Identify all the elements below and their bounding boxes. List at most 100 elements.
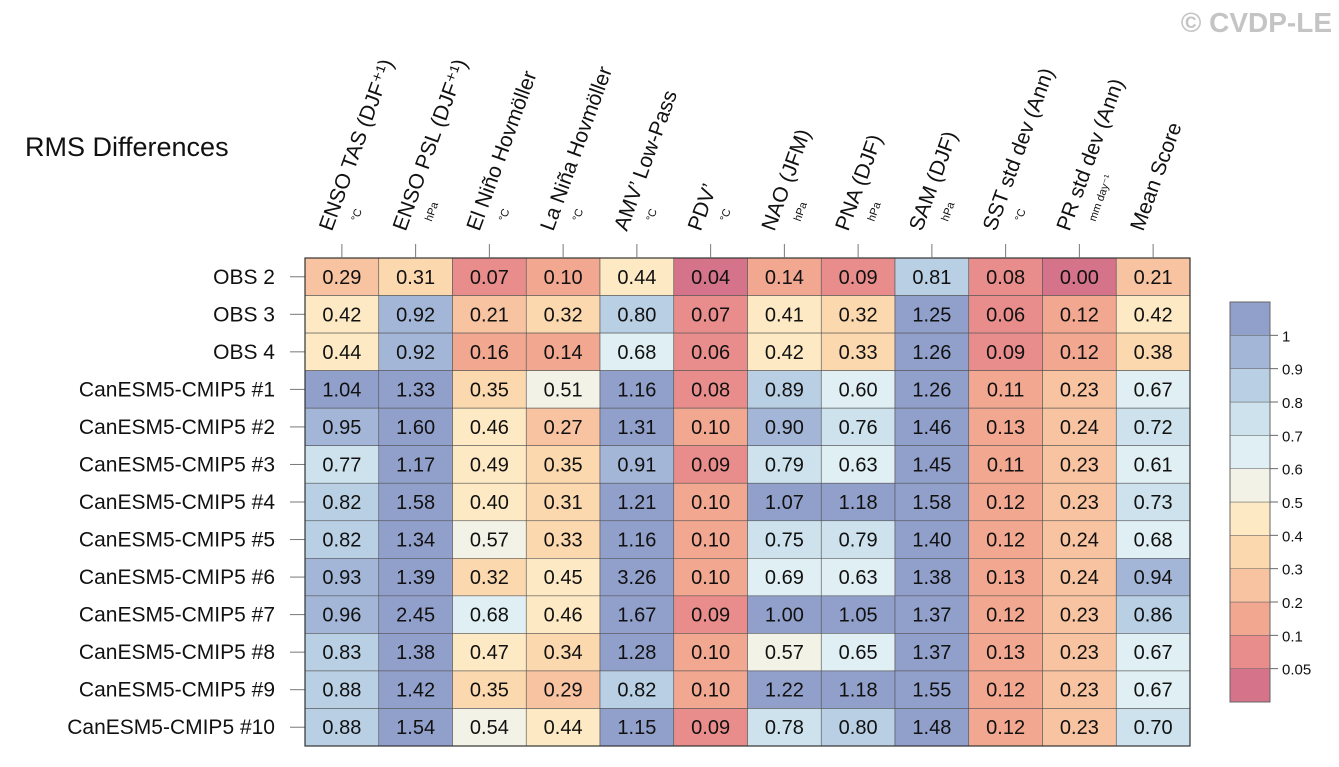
- column-unit: °C: [571, 207, 587, 223]
- cell-label: 0.09: [691, 717, 730, 739]
- cell-label: 0.32: [544, 304, 583, 326]
- heatmap-cell: [525, 370, 601, 409]
- heatmap-cell: [968, 520, 1043, 559]
- heatmap-cell: [1115, 370, 1191, 409]
- cell-label: 0.13: [986, 567, 1025, 589]
- heatmap-cell: [1115, 445, 1191, 484]
- cell-label: 0.10: [691, 642, 730, 664]
- cell-label: 1.00: [765, 605, 804, 627]
- heatmap-cell: [894, 370, 970, 409]
- heatmap-cell: [452, 595, 527, 634]
- heatmap-cell: [968, 633, 1043, 672]
- column-unit: hPa: [939, 200, 957, 223]
- colorbar-swatch: [1229, 535, 1271, 569]
- cell-label: 0.34: [544, 642, 583, 664]
- row-label: CanESM5-CMIP5 #7: [79, 604, 275, 627]
- cell-label: 0.96: [322, 605, 361, 627]
- heatmap-cell: [894, 595, 970, 634]
- colorbar-swatch: [1229, 401, 1271, 436]
- column-unit: hPa: [423, 200, 441, 223]
- cell-label: 1.34: [396, 530, 435, 552]
- colorbar-swatch: [1229, 435, 1271, 469]
- cell-label: 0.14: [544, 342, 583, 364]
- cell-label: 0.23: [1060, 605, 1099, 627]
- heatmap-cell: [599, 520, 675, 559]
- heatmap-cell: [673, 595, 748, 634]
- cell-label: 0.24: [1060, 417, 1099, 439]
- cell-label: 0.42: [765, 342, 804, 364]
- cell-label: 0.76: [839, 417, 878, 439]
- heatmap-cell: [525, 445, 601, 484]
- cell-label: 0.78: [765, 717, 804, 739]
- heatmap-cell: [968, 558, 1043, 597]
- column-unit: °C: [1013, 207, 1029, 223]
- cell-label: 0.72: [1134, 417, 1173, 439]
- cell-label: 0.10: [691, 567, 730, 589]
- cell-label: 0.68: [470, 605, 509, 627]
- heatmap-cell: [525, 520, 601, 559]
- colorbar-swatch: [1229, 635, 1271, 669]
- cell-label: 0.09: [986, 342, 1025, 364]
- heatmap-cell: [304, 295, 380, 334]
- cell-label: 0.65: [839, 642, 878, 664]
- colorbar-border: [1229, 301, 1271, 703]
- column-label: Mean Score: [1126, 119, 1186, 233]
- heatmap-cell: [599, 670, 675, 709]
- cell-label: 0.60: [839, 379, 878, 401]
- cell-label: 0.10: [691, 492, 730, 514]
- heatmap-cell: [304, 670, 380, 709]
- cell-label: 0.77: [322, 454, 361, 476]
- heatmap-cell: [599, 633, 675, 672]
- cell-label: 0.06: [986, 304, 1025, 326]
- heatmap-cell: [820, 670, 896, 709]
- cell-label: 0.21: [470, 304, 509, 326]
- heatmap-cell: [599, 370, 675, 409]
- colorbar-swatch: [1229, 668, 1271, 703]
- heatmap-cell: [378, 595, 453, 634]
- row-label: OBS 3: [213, 303, 275, 326]
- heatmap-cell: [452, 520, 527, 559]
- heatmap-cell: [1042, 670, 1117, 709]
- heatmap-cell: [1042, 482, 1117, 522]
- cell-label: 0.32: [470, 567, 509, 589]
- heatmap-cell: [1115, 332, 1191, 371]
- heatmap-cell: [452, 482, 527, 522]
- cell-label: 0.14: [765, 267, 804, 289]
- heatmap-cell: [378, 482, 453, 522]
- heatmap-cell: [894, 482, 970, 522]
- cell-label: 0.51: [544, 379, 583, 401]
- cell-label: 0.12: [1060, 342, 1099, 364]
- cell-label: 1.15: [617, 717, 656, 739]
- heatmap-cell: [304, 332, 380, 371]
- cell-label: 0.27: [544, 417, 583, 439]
- cell-label: 0.91: [617, 454, 656, 476]
- cell-label: 0.73: [1134, 492, 1173, 514]
- colorbar-tick-label: 0.1: [1282, 628, 1303, 645]
- heatmap-cell: [452, 370, 527, 409]
- cell-label: 0.23: [1060, 454, 1099, 476]
- cell-label: 0.23: [1060, 717, 1099, 739]
- cell-label: 0.49: [470, 454, 509, 476]
- heatmap-cell: [673, 670, 748, 709]
- watermark: © CVDP-LE: [1181, 7, 1332, 38]
- cell-label: 0.42: [1134, 304, 1173, 326]
- column-unit: °C: [644, 207, 660, 223]
- cell-label: 0.11: [987, 454, 1024, 476]
- heatmap-cell: [1042, 708, 1117, 747]
- cell-label: 1.31: [617, 417, 656, 439]
- heatmap-cell: [378, 670, 453, 709]
- cell-label: 0.12: [986, 530, 1025, 552]
- cell-label: 1.22: [765, 680, 804, 702]
- heatmap-cell: [968, 482, 1043, 522]
- heatmap-cell: [968, 295, 1043, 334]
- cell-label: 1.46: [912, 417, 951, 439]
- heatmap-cell: [1115, 558, 1191, 597]
- cell-label: 0.82: [322, 492, 361, 514]
- cell-label: 1.37: [912, 642, 951, 664]
- cell-label: 1.48: [912, 717, 951, 739]
- cell-label: 0.82: [617, 680, 656, 702]
- cell-label: 0.11: [987, 379, 1024, 401]
- cell-label: 1.05: [839, 605, 878, 627]
- column-label: AMV’ Low-Pass: [610, 87, 682, 233]
- cell-label: 0.88: [322, 717, 361, 739]
